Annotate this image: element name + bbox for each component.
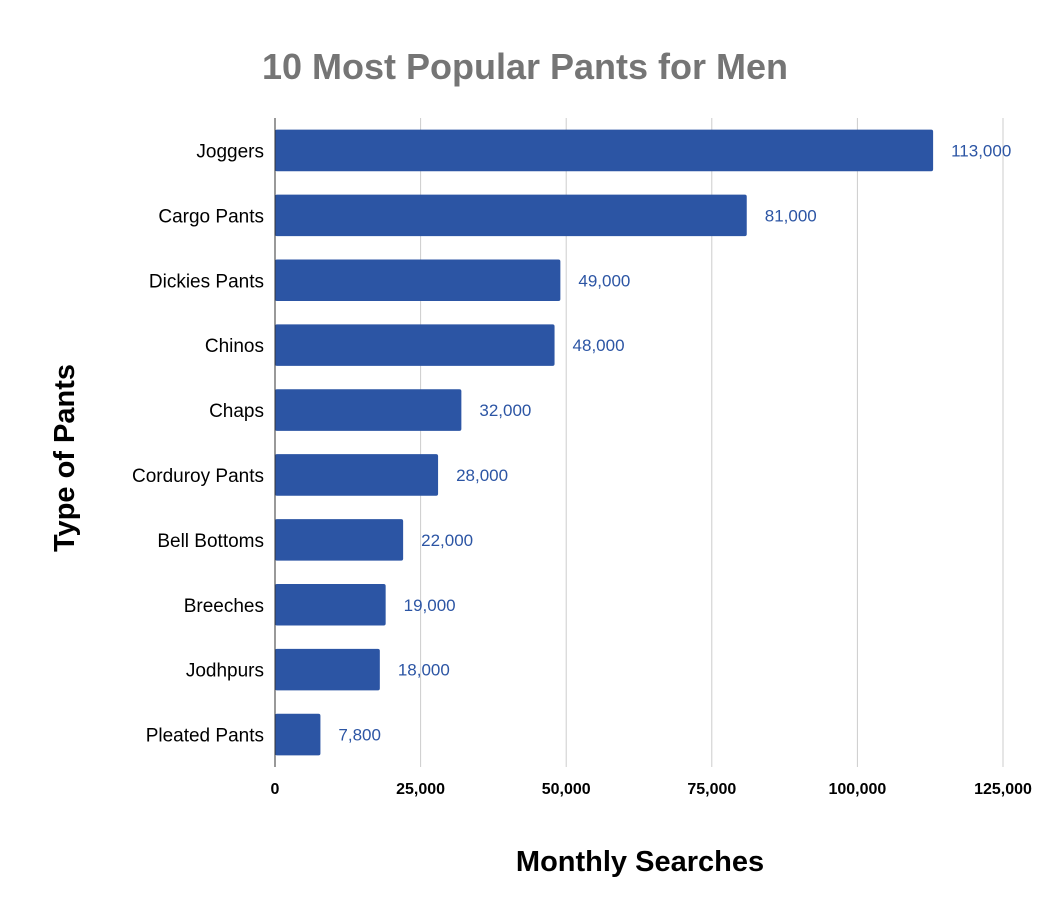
x-tick-label: 0	[271, 781, 280, 798]
category-label: Joggers	[196, 141, 264, 162]
bars	[275, 129, 934, 756]
category-labels: Joggers Cargo Pants Dickies Pants Chinos Cha…	[132, 141, 264, 746]
category-label: Cargo Pants	[158, 206, 264, 227]
value-label: 32,000	[479, 401, 531, 420]
category-label: Pleated Pants	[146, 726, 264, 747]
x-tick-label: 100,000	[828, 781, 886, 798]
bar	[275, 713, 321, 756]
bar	[275, 583, 386, 626]
value-label: 28,000	[456, 466, 508, 485]
value-label: 81,000	[765, 206, 817, 225]
bar	[275, 194, 747, 237]
category-label: Chinos	[205, 336, 264, 357]
bar	[275, 259, 561, 302]
x-tick-labels: 0 25,000 50,000 75,000 100,000 125,000	[271, 781, 1032, 798]
category-label: Corduroy Pants	[132, 466, 264, 487]
category-label: Chaps	[209, 401, 264, 422]
bar	[275, 389, 462, 431]
category-label: Jodhpurs	[186, 661, 264, 682]
value-label: 7,800	[338, 726, 381, 745]
x-axis-title: Monthly Searches	[516, 846, 764, 878]
bar	[275, 519, 404, 561]
x-tick-label: 75,000	[687, 781, 736, 798]
x-tick-label: 125,000	[974, 781, 1032, 798]
chart-title: 10 Most Popular Pants for Men	[262, 46, 788, 87]
x-tick-label: 50,000	[542, 781, 591, 798]
value-label: 22,000	[421, 531, 473, 550]
bar	[275, 648, 380, 691]
value-label: 19,000	[404, 596, 456, 615]
value-label: 49,000	[578, 271, 630, 290]
category-label: Dickies Pants	[149, 271, 264, 292]
value-labels: 113,000 81,000 49,000 48,000 32,000 28,000 22,…	[338, 141, 1011, 744]
x-tick-label: 25,000	[396, 781, 445, 798]
y-axis-title: Type of Pants	[49, 364, 81, 552]
bar	[275, 454, 439, 496]
category-label: Breeches	[184, 596, 264, 617]
bar	[275, 129, 934, 172]
category-label: Bell Bottoms	[157, 531, 264, 552]
value-label: 48,000	[573, 336, 625, 355]
value-label: 18,000	[398, 661, 450, 680]
value-label: 113,000	[951, 141, 1011, 160]
bar	[275, 324, 555, 366]
